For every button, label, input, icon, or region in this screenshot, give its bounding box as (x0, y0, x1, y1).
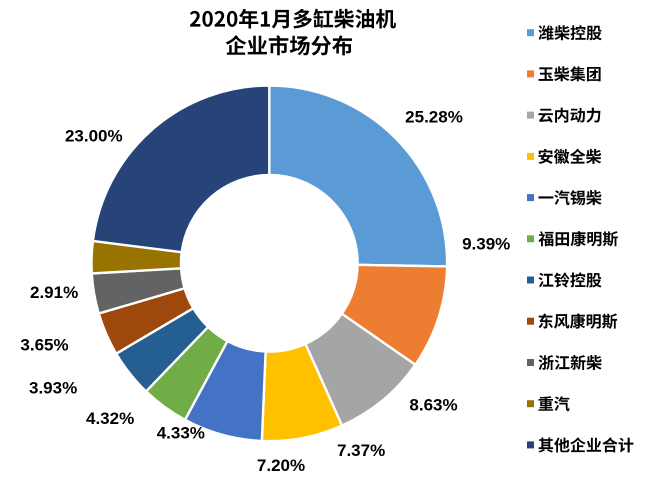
svg-text:8.63%: 8.63% (409, 396, 457, 415)
svg-text:9.39%: 9.39% (462, 234, 510, 253)
svg-text:25.28%: 25.28% (405, 108, 463, 127)
svg-text:7.20%: 7.20% (257, 456, 305, 475)
svg-text:3.93%: 3.93% (29, 379, 77, 398)
svg-text:4.33%: 4.33% (157, 423, 205, 442)
svg-text:7.37%: 7.37% (337, 441, 385, 460)
svg-text:3.65%: 3.65% (20, 336, 68, 355)
svg-text:23.00%: 23.00% (65, 126, 123, 145)
svg-text:4.32%: 4.32% (86, 409, 134, 428)
svg-text:2.91%: 2.91% (30, 283, 78, 302)
